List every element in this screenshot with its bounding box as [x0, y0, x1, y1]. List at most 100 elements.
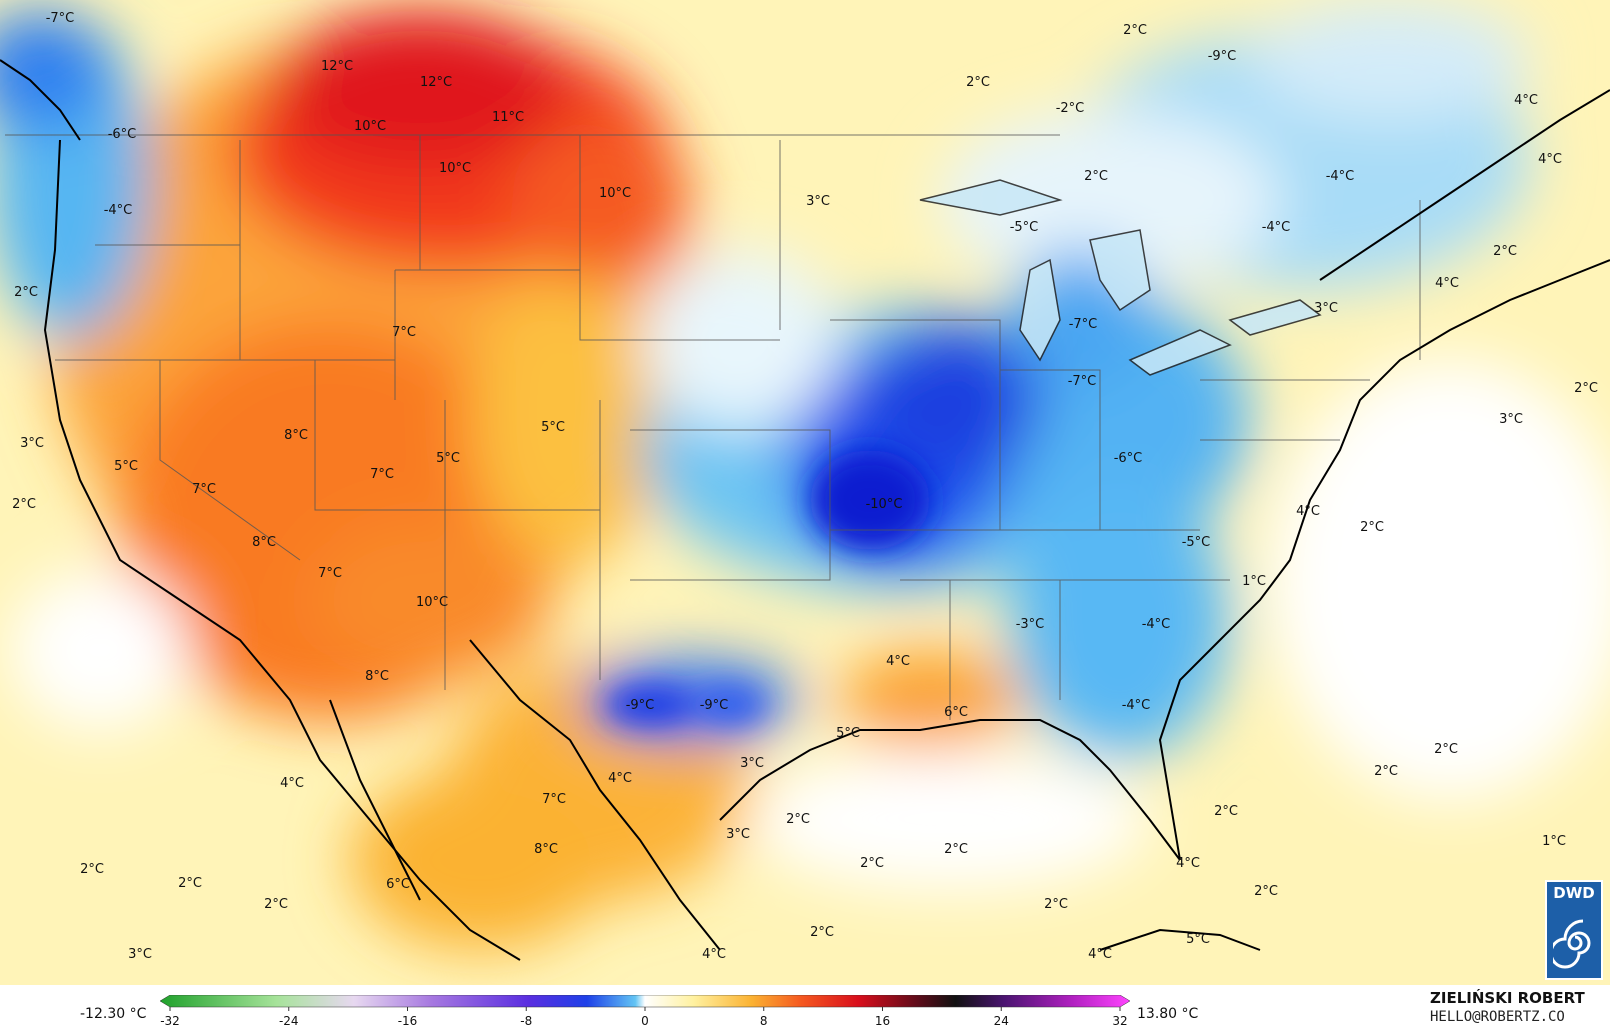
map-label: 4°C [702, 947, 726, 962]
map-label: -7°C [1069, 317, 1098, 332]
map-label: -4°C [104, 203, 133, 218]
temperature-labels: -7°C 12°C 12°C 10°C 11°C -6°C 10°C 10°C -4°C 3°C 2… [12, 11, 1598, 962]
map-label: 7°C [318, 566, 342, 581]
map-label: -3°C [1016, 617, 1045, 632]
map-label: -9°C [700, 698, 729, 713]
map-label: 3°C [726, 827, 750, 842]
map-label: 2°C [944, 842, 968, 857]
map-label: 2°C [786, 812, 810, 827]
map-label: 5°C [1186, 932, 1210, 947]
map-label: 10°C [354, 119, 386, 134]
map-label: 4°C [886, 654, 910, 669]
map-label: 5°C [836, 726, 860, 741]
map-label: 5°C [541, 420, 565, 435]
colorbar-tick-label: -32 [160, 1014, 180, 1028]
map-label: 8°C [365, 669, 389, 684]
map-label: 2°C [1044, 897, 1068, 912]
colorbar-tick-label: 24 [994, 1014, 1009, 1028]
map-label: 4°C [1538, 152, 1562, 167]
map-label: -10°C [866, 497, 903, 512]
map-label: -4°C [1142, 617, 1171, 632]
map-label: 3°C [740, 756, 764, 771]
map-label: 2°C [1084, 169, 1108, 184]
map-label: 2°C [1374, 764, 1398, 779]
map-label: 2°C [80, 862, 104, 877]
map-label: 2°C [1574, 381, 1598, 396]
map-label: 4°C [1296, 504, 1320, 519]
map-label: 2°C [966, 75, 990, 90]
map-label: 3°C [806, 194, 830, 209]
map-label: 2°C [1123, 23, 1147, 38]
map-label: 2°C [12, 497, 36, 512]
map-label: -6°C [1114, 451, 1143, 466]
colorbar: -32 -24 -16 -8 0 8 16 24 32 [160, 995, 1130, 1028]
map-label: 4°C [1514, 93, 1538, 108]
coastlines [0, 59, 1610, 961]
map-label: 4°C [1435, 276, 1459, 291]
dwd-logo: DWD [1545, 880, 1603, 980]
colorbar-min-label: -12.30 °C [80, 1006, 147, 1022]
map-label: 8°C [534, 842, 558, 857]
map-label: 6°C [944, 705, 968, 720]
map-label: 10°C [416, 595, 448, 610]
map-label: 7°C [542, 792, 566, 807]
map-label: 10°C [599, 186, 631, 201]
colorbar-tick-label: -8 [520, 1014, 532, 1028]
colorbar-max-label: 13.80 °C [1137, 1006, 1199, 1022]
map-label: 11°C [492, 110, 524, 125]
map-label: 2°C [14, 285, 38, 300]
map-label: 2°C [264, 897, 288, 912]
map-label: 3°C [128, 947, 152, 962]
map-label: -4°C [1326, 169, 1355, 184]
map-label: 4°C [1088, 947, 1112, 962]
map-label: 8°C [252, 535, 276, 550]
footer-bar [0, 985, 1610, 1035]
map-label: 12°C [420, 75, 452, 90]
map-label: 2°C [178, 876, 202, 891]
map-label: 4°C [1176, 856, 1200, 871]
colorbar-tick-label: 8 [760, 1014, 768, 1028]
map-label: 10°C [439, 161, 471, 176]
map-label: -4°C [1262, 220, 1291, 235]
colorbar-tick-label: 32 [1112, 1014, 1127, 1028]
map-label: 5°C [436, 451, 460, 466]
map-label: -6°C [108, 127, 137, 142]
map-label: 4°C [280, 776, 304, 791]
temperature-map: -7°C 12°C 12°C 10°C 11°C -6°C 10°C 10°C -4°C 3°C 2… [0, 0, 1610, 985]
map-label: 2°C [1434, 742, 1458, 757]
map-label: 7°C [392, 325, 416, 340]
map-label: 1°C [1242, 574, 1266, 589]
map-label: 2°C [1214, 804, 1238, 819]
map-label: 2°C [1360, 520, 1384, 535]
map-label: 7°C [370, 467, 394, 482]
map-label: 7°C [192, 482, 216, 497]
map-label: -9°C [1208, 49, 1237, 64]
map-label: -7°C [46, 11, 75, 26]
map-label: -7°C [1068, 374, 1097, 389]
map-label: -5°C [1010, 220, 1039, 235]
map-label: 6°C [386, 877, 410, 892]
map-label: 3°C [1314, 301, 1338, 316]
great-lakes [919, 179, 1322, 376]
map-label: 2°C [810, 925, 834, 940]
map-label: 12°C [321, 59, 353, 74]
author-name: ZIELIŃSKI ROBERT [1430, 989, 1585, 1007]
map-label: 8°C [284, 428, 308, 443]
map-label: 4°C [608, 771, 632, 786]
map-label: 2°C [860, 856, 884, 871]
map-label: 5°C [114, 459, 138, 474]
colorbar-tick-label: 0 [641, 1014, 649, 1028]
map-label: 2°C [1493, 244, 1517, 259]
colorbar-tick-label: -24 [279, 1014, 299, 1028]
state-boundaries [5, 134, 1421, 720]
map-label: -2°C [1056, 101, 1085, 116]
map-label: 3°C [1499, 412, 1523, 427]
colorbar-tick-label: 16 [875, 1014, 890, 1028]
colorbar-tick-label: -16 [398, 1014, 418, 1028]
map-label: -5°C [1182, 535, 1211, 550]
logo-text: DWD [1553, 884, 1595, 902]
map-label: -9°C [626, 698, 655, 713]
swirl-icon [1553, 919, 1591, 969]
map-label: 2°C [1254, 884, 1278, 899]
map-label: 3°C [20, 436, 44, 451]
